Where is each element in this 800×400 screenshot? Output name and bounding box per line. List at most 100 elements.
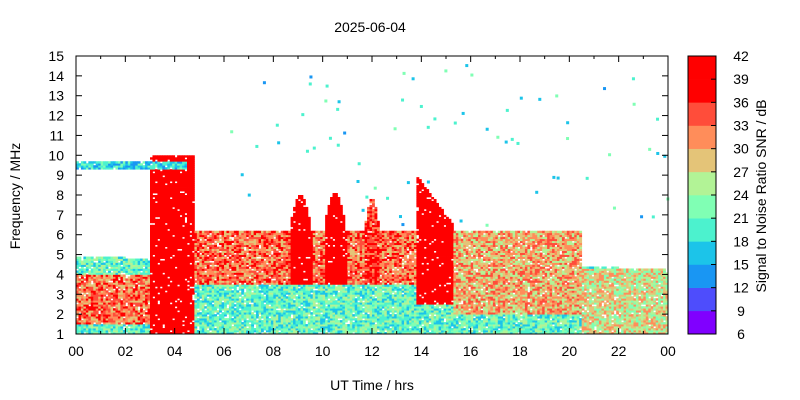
heatmap-cell [85,167,89,170]
heatmap-cell [236,328,240,331]
heatmap-cell [184,195,188,198]
heatmap-cell [103,300,106,303]
heatmap-cell [196,306,200,309]
heatmap-cell [204,246,208,250]
heatmap-cell [142,310,146,313]
heatmap-cell [76,262,79,265]
heatmap-cell [172,242,176,246]
heatmap-cell [201,322,205,325]
heatmap-cell [248,272,252,275]
heatmap-cell [142,324,146,327]
heatmap-cell [265,300,269,303]
heatmap-cell [241,292,245,295]
heatmap-cell [209,286,213,289]
heatmap-cell [189,244,193,248]
heatmap-cell [127,330,131,333]
heatmap-cell [290,276,294,279]
heatmap-cell [127,318,131,321]
heatmap-cell [157,187,161,190]
heatmap-cell [283,320,287,323]
heatmap-cell [204,310,208,313]
heatmap-cell [194,266,198,269]
heatmap-cell [241,284,245,287]
heatmap-cell [103,256,106,259]
heatmap-cell [293,222,296,226]
heatmap-cell [145,328,148,331]
heatmap-cell [164,248,168,251]
heatmap-cell [191,252,195,255]
heatmap-cell [80,272,84,275]
heatmap-cell [293,264,296,267]
heatmap-cell [241,312,245,315]
heatmap-cell [140,258,143,261]
heatmap-cell [194,244,198,248]
heatmap-cell [275,290,279,293]
heatmap-cell [258,240,262,244]
heatmap-cell [177,230,180,234]
heatmap-cell [140,296,143,299]
heatmap-cell [184,292,188,295]
heatmap-cell [305,264,309,267]
heatmap-cell [184,232,188,236]
heatmap-cell [285,250,289,253]
heatmap-cell [172,208,176,212]
heatmap-cell [228,270,232,273]
heatmap-cell [150,179,153,182]
heatmap-cell [305,288,309,291]
heatmap-cell [293,314,296,317]
heatmap-cell [110,165,114,168]
heatmap-cell [132,328,136,331]
heatmap-cell [256,328,259,331]
heatmap-cell [174,270,178,273]
heatmap-cell [246,282,250,285]
heatmap-cell [159,236,163,240]
heatmap-cell [285,312,289,315]
heatmap-cell [189,272,193,275]
heatmap-cell [201,306,205,309]
heatmap-cell [233,312,237,315]
heatmap-cell [108,260,111,263]
heatmap-cell [290,236,294,240]
heatmap-cell [113,322,116,325]
heatmap-cell [177,252,180,255]
heatmap-cell [273,254,277,257]
heatmap-cell [159,300,163,303]
heatmap-cell [157,274,161,277]
heatmap-cell [182,165,185,168]
heatmap-cell [103,276,106,279]
heatmap-cell [132,167,136,170]
heatmap-cell [159,282,163,285]
heatmap-cell [236,330,240,333]
heatmap-cell [150,322,153,325]
heatmap-cell [295,204,299,208]
heatmap-cell [130,320,134,323]
heatmap-cell [122,276,126,279]
heatmap-cell [174,318,178,321]
heatmap-cell [298,258,301,261]
heatmap-cell [221,302,225,305]
heatmap-cell [302,324,306,327]
heatmap-cell [147,278,151,281]
heatmap-cell [191,187,195,190]
heatmap-cell [159,322,163,325]
heatmap-cell [95,322,99,325]
heatmap-cell [140,298,143,301]
heatmap-cell [253,232,257,236]
heatmap-cell [88,294,92,297]
heatmap-cell [169,252,173,255]
heatmap-cell [147,274,151,277]
heatmap-cell [162,276,166,279]
heatmap-cell [167,324,171,327]
heatmap-cell [125,318,129,321]
heatmap-cell [243,230,247,234]
heatmap-cell [174,204,178,208]
heatmap-cell [174,220,178,224]
heatmap-cell [164,332,168,335]
heatmap-cell [100,332,104,335]
heatmap-cell [167,270,171,273]
heatmap-cell [150,260,153,263]
heatmap-cell [243,280,247,283]
heatmap-cell [95,262,99,265]
heatmap-cell [226,254,230,257]
heatmap-cell [150,296,153,299]
